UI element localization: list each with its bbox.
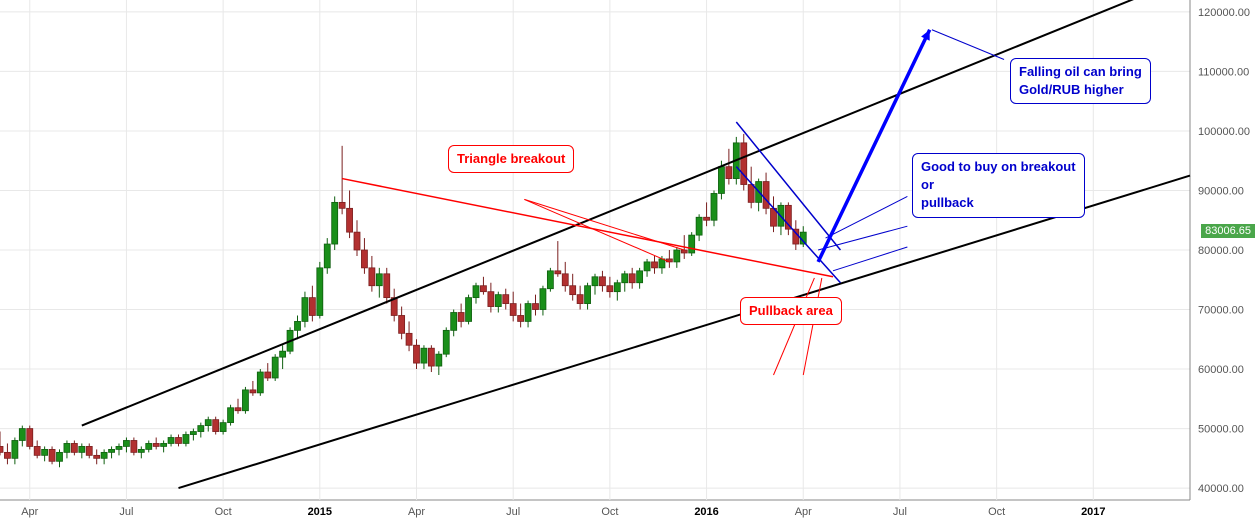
- svg-text:Jul: Jul: [893, 506, 907, 518]
- svg-text:110000.00: 110000.00: [1198, 66, 1249, 78]
- svg-text:2017: 2017: [1081, 506, 1105, 518]
- chart-container: 40000.00 50000.00 60000.00 70000.00 80000.00…: [0, 0, 1255, 526]
- svg-text:2015: 2015: [308, 506, 332, 518]
- svg-text:Oct: Oct: [988, 506, 1005, 518]
- svg-text:60000.00: 60000.00: [1198, 364, 1244, 376]
- svg-text:90000.00: 90000.00: [1198, 185, 1244, 197]
- svg-text:100000.00: 100000.00: [1198, 126, 1250, 138]
- svg-text:120000.00: 120000.00: [1198, 7, 1250, 19]
- callout-falling-oil: Falling oil can bringGold/RUB higher: [1010, 58, 1151, 104]
- svg-text:Jul: Jul: [506, 506, 520, 518]
- svg-text:2016: 2016: [694, 506, 718, 518]
- svg-text:50000.00: 50000.00: [1198, 424, 1244, 436]
- svg-text:Oct: Oct: [215, 506, 232, 518]
- svg-text:80000.00: 80000.00: [1198, 245, 1244, 257]
- svg-text:Jul: Jul: [119, 506, 133, 518]
- callout-buy-on-breakout: Good to buy on breakoutorpullback: [912, 153, 1085, 218]
- svg-text:40000.00: 40000.00: [1198, 483, 1244, 495]
- svg-text:Apr: Apr: [21, 506, 38, 518]
- last-price-tag: 83006.65: [1201, 224, 1255, 238]
- svg-text:70000.00: 70000.00: [1198, 305, 1244, 317]
- callout-pullback-area: Pullback area: [740, 297, 842, 325]
- svg-text:Apr: Apr: [408, 506, 425, 518]
- svg-text:Oct: Oct: [601, 506, 618, 518]
- svg-text:Apr: Apr: [795, 506, 812, 518]
- callout-triangle-breakout: Triangle breakout: [448, 145, 574, 173]
